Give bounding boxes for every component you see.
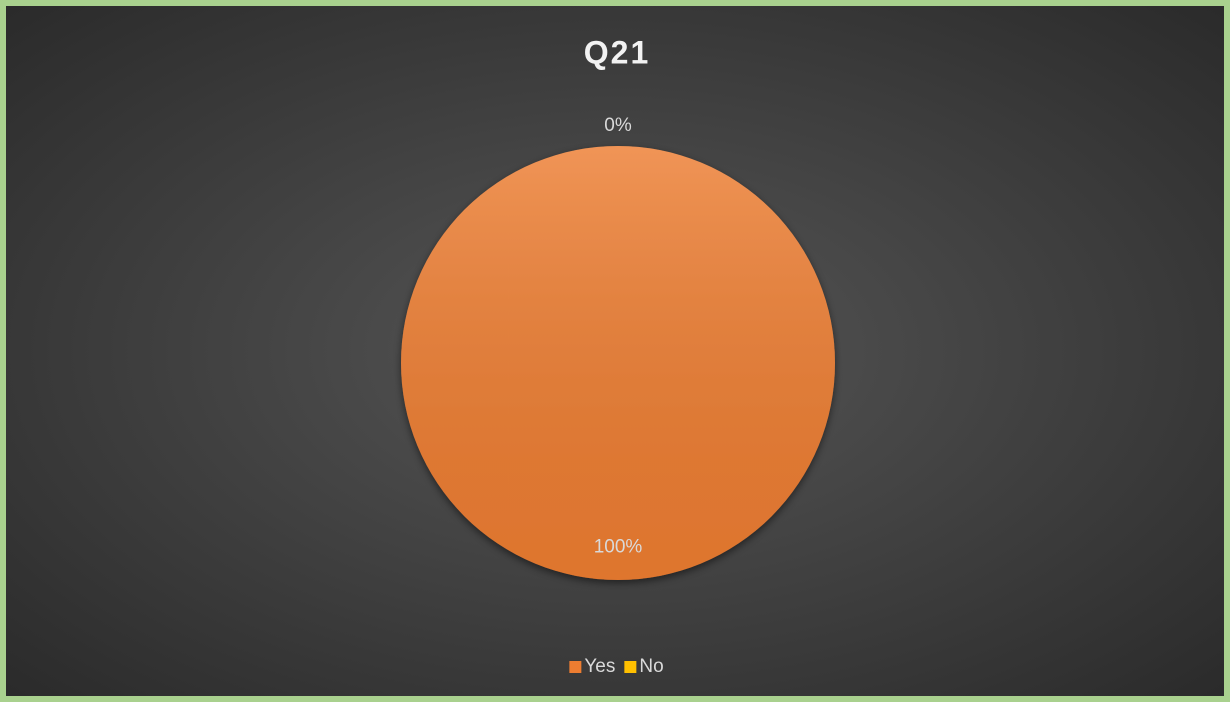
legend-swatch [569,661,582,673]
data-labels: 100% 0% [594,115,643,557]
chart-frame: Q21 100% 0% Yes No [6,6,1224,696]
legend-label: Yes [584,656,615,677]
legend-swatch [624,661,637,673]
data-label: 0% [604,115,632,136]
pie [401,146,835,580]
legend: Yes No [569,656,664,677]
legend-label: No [639,656,663,677]
pie-sheen [401,146,835,580]
data-label: 100% [594,536,643,557]
chart-title: Q21 [584,34,650,70]
chart: Q21 100% 0% Yes No [6,6,1224,696]
